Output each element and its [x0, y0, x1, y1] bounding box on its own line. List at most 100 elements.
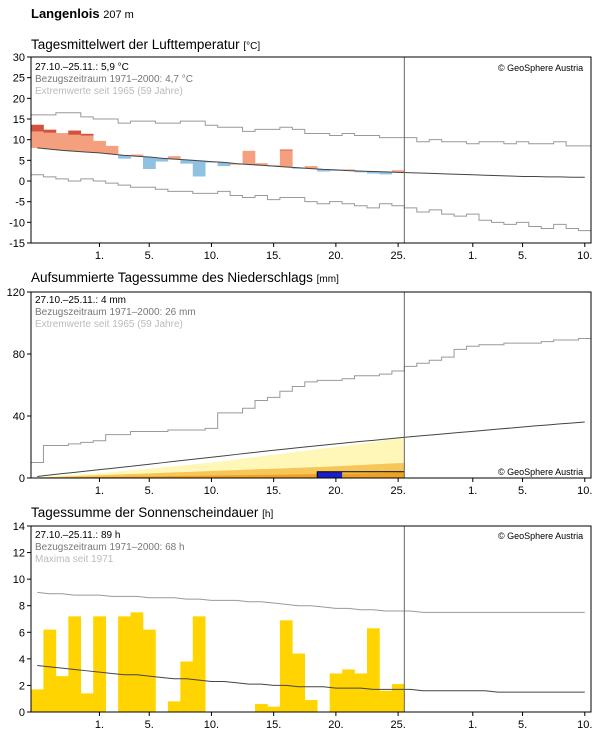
- sunshine-bar: [379, 690, 393, 712]
- precipitation-reference-value: Bezugszeitraum 1971–2000: 26 mm: [35, 307, 196, 318]
- temperature-xtick-label: 1.: [468, 250, 477, 262]
- temperature-cool-bar: [354, 171, 368, 173]
- sunshine-bar: [68, 616, 82, 712]
- sunshine-reference-line: [37, 665, 585, 693]
- temperature-xtick-label: 5.: [145, 250, 154, 262]
- precipitation-copyright: © GeoSphere Austria: [498, 467, 584, 477]
- temperature-warm-bar: [80, 133, 94, 153]
- precipitation-unit: [mm]: [316, 274, 339, 285]
- temperature-extreme-min-line: [31, 174, 591, 232]
- precipitation-ytick-label: 80: [13, 349, 25, 361]
- temperature-warm-bar: [105, 145, 119, 155]
- temperature-xtick-label: 20.: [328, 250, 343, 262]
- temperature-reference-value: Bezugszeitraum 1971–2000: 4,7 °C: [35, 74, 193, 85]
- sunshine-ytick-label: 4: [19, 654, 25, 666]
- sunshine-bar: [167, 701, 181, 712]
- sunshine-bar: [80, 693, 94, 712]
- sunshine-bar: [267, 706, 281, 712]
- sunshine-ytick-label: 6: [19, 627, 25, 639]
- precipitation-plot-frame: [30, 291, 592, 479]
- temperature-extreme-max-line: [31, 112, 591, 147]
- sunshine-ytick-label: 8: [19, 601, 25, 613]
- sunshine-bar: [130, 612, 144, 712]
- temperature-ytick-label: 0: [19, 176, 25, 188]
- precipitation-extreme-max-line: [31, 338, 591, 463]
- sunshine-bar: [292, 653, 306, 712]
- temperature-chart-title: Tagesmittelwert der Lufttemperatur [°C]: [31, 37, 261, 52]
- sunshine-xtick-label: 10.: [577, 719, 592, 729]
- sunshine-bar: [143, 629, 156, 712]
- sunshine-unit: [h]: [262, 509, 274, 520]
- temperature-warm-bar: [242, 150, 256, 165]
- sunshine-bar: [342, 669, 355, 712]
- temperature-warm-bar: [93, 140, 106, 153]
- sunshine-bar: [354, 673, 368, 712]
- sunshine-bar: [367, 628, 380, 712]
- temperature-xtick-label: 1.: [95, 250, 104, 262]
- sunshine-reference-value: Bezugszeitraum 1971–2000: 68 h: [35, 542, 185, 553]
- station-header: Langenlois 207 m: [31, 6, 134, 21]
- sunshine-bar: [180, 661, 194, 712]
- precipitation-ytick-label: 0: [19, 473, 25, 485]
- temperature-xtick-label: 5.: [518, 250, 527, 262]
- precipitation-ytick-label: 120: [7, 287, 25, 299]
- precipitation-info: 27.10.–25.11.: 4 mm Bezugszeitraum 1971–…: [35, 295, 196, 331]
- temperature-ytick-label: -5: [15, 197, 25, 209]
- precipitation-lower-band: [31, 472, 405, 478]
- sunshine-bar: [192, 616, 206, 712]
- temperature-cool-bar: [143, 157, 156, 170]
- temperature-cool-bar: [367, 171, 380, 174]
- precipitation-xtick-label: 25.: [390, 485, 405, 497]
- temperature-cool-bar: [317, 169, 330, 172]
- temperature-warm-bar: [391, 170, 405, 173]
- sunshine-info: 27.10.–25.11.: 89 h Bezugszeitraum 1971–…: [35, 530, 185, 566]
- precipitation-xtick-label: 5.: [145, 485, 154, 497]
- sunshine-plot-frame: [30, 525, 592, 713]
- temperature-xtick-label: 25.: [390, 250, 405, 262]
- sunshine-bar: [304, 700, 318, 712]
- sunshine-bar: [118, 616, 131, 712]
- temperature-warm-bar: [279, 149, 293, 167]
- temperature-warm-bar-cap: [80, 133, 94, 136]
- precipitation-extremes-note: Extremwerte seit 1965 (59 Jahre): [35, 319, 183, 330]
- sunshine-copyright: © GeoSphere Austria: [498, 531, 584, 541]
- temperature-warm-bar-cap: [43, 129, 57, 133]
- temperature-warm-bar-cap: [31, 124, 44, 132]
- temperature-plot-frame: [30, 56, 592, 244]
- temperature-xtick-label: 10.: [577, 250, 592, 262]
- temperature-warm-bar: [55, 133, 69, 151]
- sunshine-xtick-label: 15.: [266, 719, 281, 729]
- temperature-ytick-label: 15: [13, 114, 25, 126]
- sunshine-xtick-label: 5.: [145, 719, 154, 729]
- temperature-warm-bar: [43, 129, 57, 150]
- precipitation-xtick-label: 1.: [468, 485, 477, 497]
- temperature-warm-bar: [304, 166, 318, 169]
- temperature-ytick-label: -10: [9, 217, 25, 229]
- temperature-cool-bar: [118, 155, 131, 159]
- temperature-info: 27.10.–25.11.: 5,9 °C Bezugszeitraum 197…: [35, 62, 193, 98]
- temperature-ytick-label: 10: [13, 135, 25, 147]
- precipitation-reference-line: [37, 421, 585, 477]
- sunshine-bar: [55, 676, 69, 712]
- sunshine-bar: [255, 704, 268, 712]
- temperature-cool-bar: [192, 160, 206, 177]
- sunshine-xtick-label: 1.: [95, 719, 104, 729]
- sunshine-ytick-label: 0: [19, 707, 25, 719]
- sunshine-xtick-label: 25.: [390, 719, 405, 729]
- precipitation-xtick-label: 1.: [95, 485, 104, 497]
- temperature-warm-bar: [167, 156, 181, 160]
- sunshine-bar: [329, 673, 343, 712]
- precipitation-observed-bar: [317, 471, 343, 478]
- sunshine-xtick-label: 10.: [204, 719, 219, 729]
- sunshine-maxima-note: Maxima seit 1971: [35, 554, 114, 565]
- sunshine-xtick-label: 5.: [518, 719, 527, 729]
- sunshine-bar: [31, 689, 44, 712]
- sunshine-bar: [93, 616, 106, 712]
- sunshine-chart-title: Tagessumme der Sonnenscheindauer [h]: [31, 505, 274, 520]
- precipitation-chart-title: Aufsummierte Tagessumme des Niederschlag…: [31, 270, 339, 285]
- sunshine-bar: [391, 684, 405, 712]
- sunshine-ytick-label: 14: [13, 521, 25, 533]
- sunshine-bar: [279, 620, 293, 712]
- temperature-extremes-note: Extremwerte seit 1965 (59 Jahre): [35, 86, 183, 97]
